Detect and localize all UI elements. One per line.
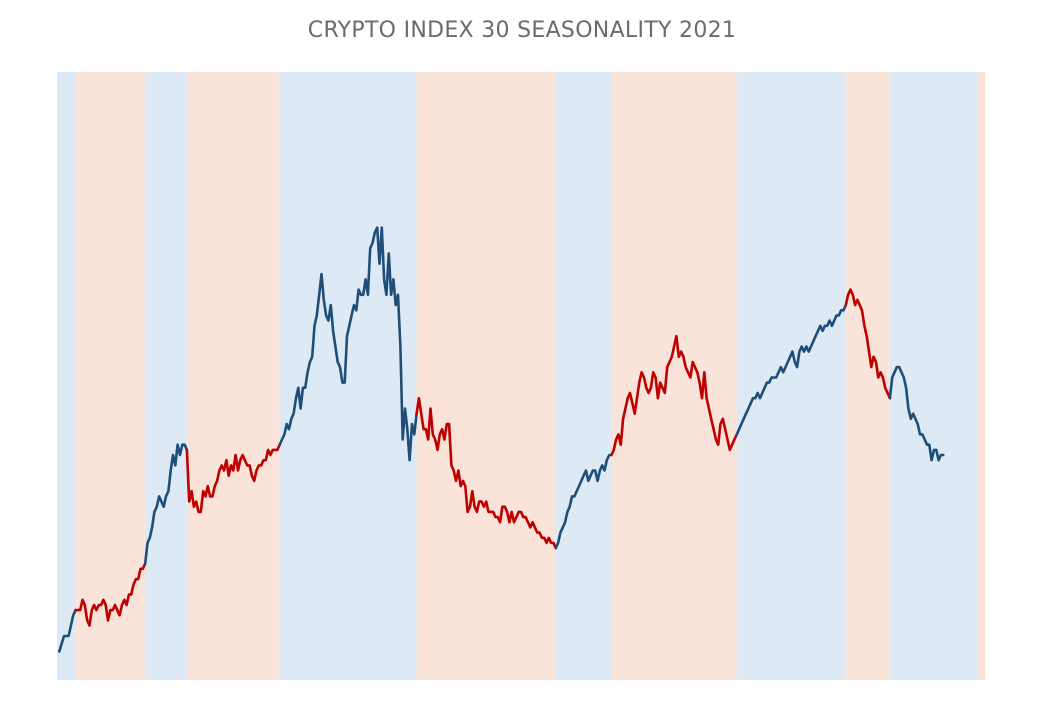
chart-title: CRYPTO INDEX 30 SEASONALITY 2021 [307, 18, 737, 43]
line-segment-up-0 [57, 608, 77, 653]
regime-bands [57, 72, 985, 680]
line-segment-down-3 [185, 443, 282, 514]
line-segment-up-6 [554, 453, 613, 550]
regime-band-up-4 [279, 72, 417, 680]
price-line [57, 226, 945, 653]
regime-band-up-10 [889, 72, 979, 680]
line-segment-up-8 [735, 303, 848, 436]
line-segment-down-5 [415, 396, 558, 550]
line-segment-up-4 [278, 226, 418, 462]
line-segment-down-9 [844, 288, 892, 400]
regime-band-up-6 [555, 72, 612, 680]
regime-band-up-2 [145, 72, 187, 680]
line-segment-up-2 [143, 443, 189, 565]
regime-band-up-8 [736, 72, 846, 680]
line-segment-down-7 [610, 334, 739, 457]
regime-band-down-5 [416, 72, 556, 680]
regime-band-down-3 [186, 72, 280, 680]
regime-band-down-7 [611, 72, 737, 680]
line-segment-down-1 [74, 562, 147, 627]
regime-band-down-1 [75, 72, 146, 680]
line-segment-up-10 [888, 365, 945, 462]
regime-band-down-11 [978, 72, 985, 680]
regime-band-up-0 [57, 72, 76, 680]
